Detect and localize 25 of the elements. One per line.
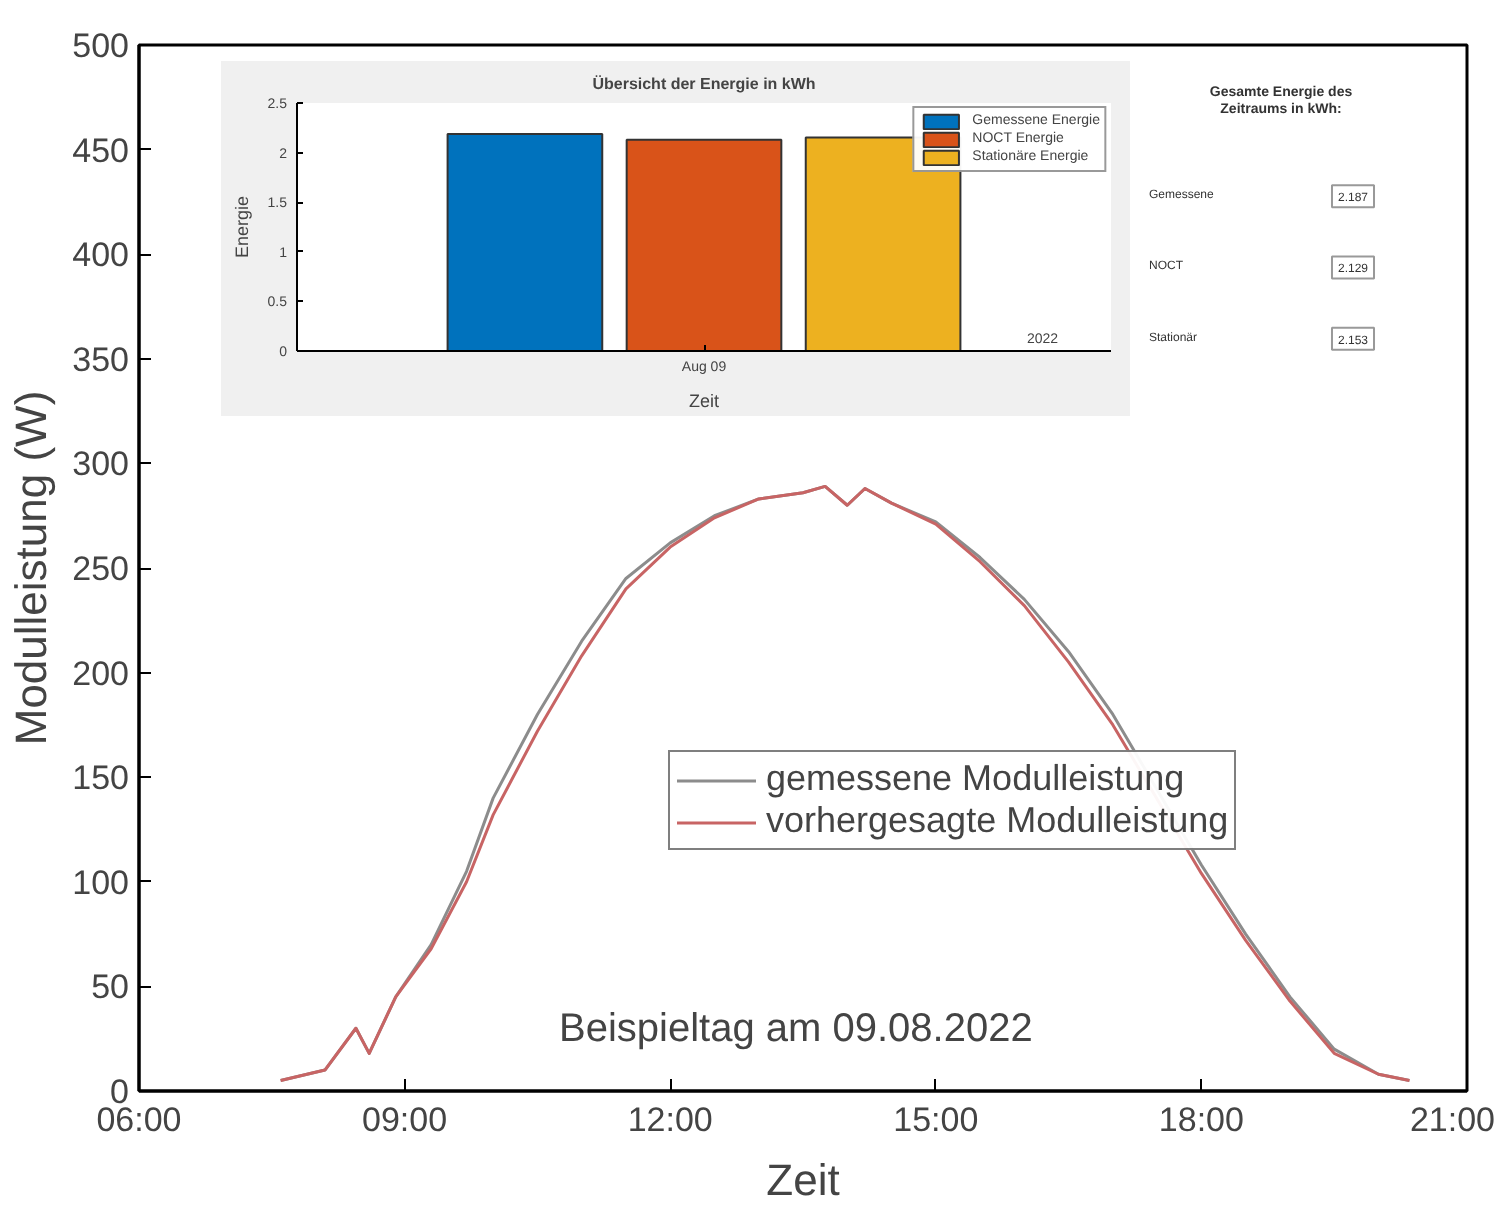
- x-tick-label: 21:00: [1409, 1101, 1494, 1139]
- y-axis-title: Energie: [231, 195, 252, 259]
- y-tick-label: 50: [91, 968, 130, 1007]
- y-tick-label: 400: [72, 236, 130, 275]
- x-tick-label: 18:00: [1158, 1101, 1244, 1139]
- y-tick-label: 200: [72, 654, 130, 693]
- y-tick-label: 250: [72, 550, 130, 588]
- x-tick-label: 12:00: [627, 1101, 713, 1139]
- x-axis-title: Zeit: [766, 1155, 840, 1205]
- x-tick-label: 15:00: [893, 1101, 979, 1139]
- y-tick-label: 300: [72, 445, 130, 484]
- y-tick-label: 350: [72, 340, 130, 379]
- line-series: [279, 484, 1411, 1083]
- legend-label: gemessene Modulleistung: [766, 758, 1185, 800]
- x-axis-title: Zeit: [689, 391, 720, 411]
- y-tick-label: 100: [72, 863, 130, 902]
- chart-title: Übersicht der Energie in kWh: [592, 75, 816, 93]
- legend-label: vorhergesagte Modulleistung: [766, 800, 1229, 842]
- y-tick-label: 150: [72, 759, 130, 798]
- y-axis-title: Modulleistung (W): [6, 390, 57, 746]
- y-tick-label: 500: [72, 27, 130, 65]
- x-tick-label: 06:00: [96, 1101, 182, 1139]
- x-tick-label: 09:00: [362, 1101, 448, 1139]
- y-tick-label: 450: [72, 131, 130, 170]
- annotation: Beispieltag am 09.08.2022: [559, 1007, 1033, 1051]
